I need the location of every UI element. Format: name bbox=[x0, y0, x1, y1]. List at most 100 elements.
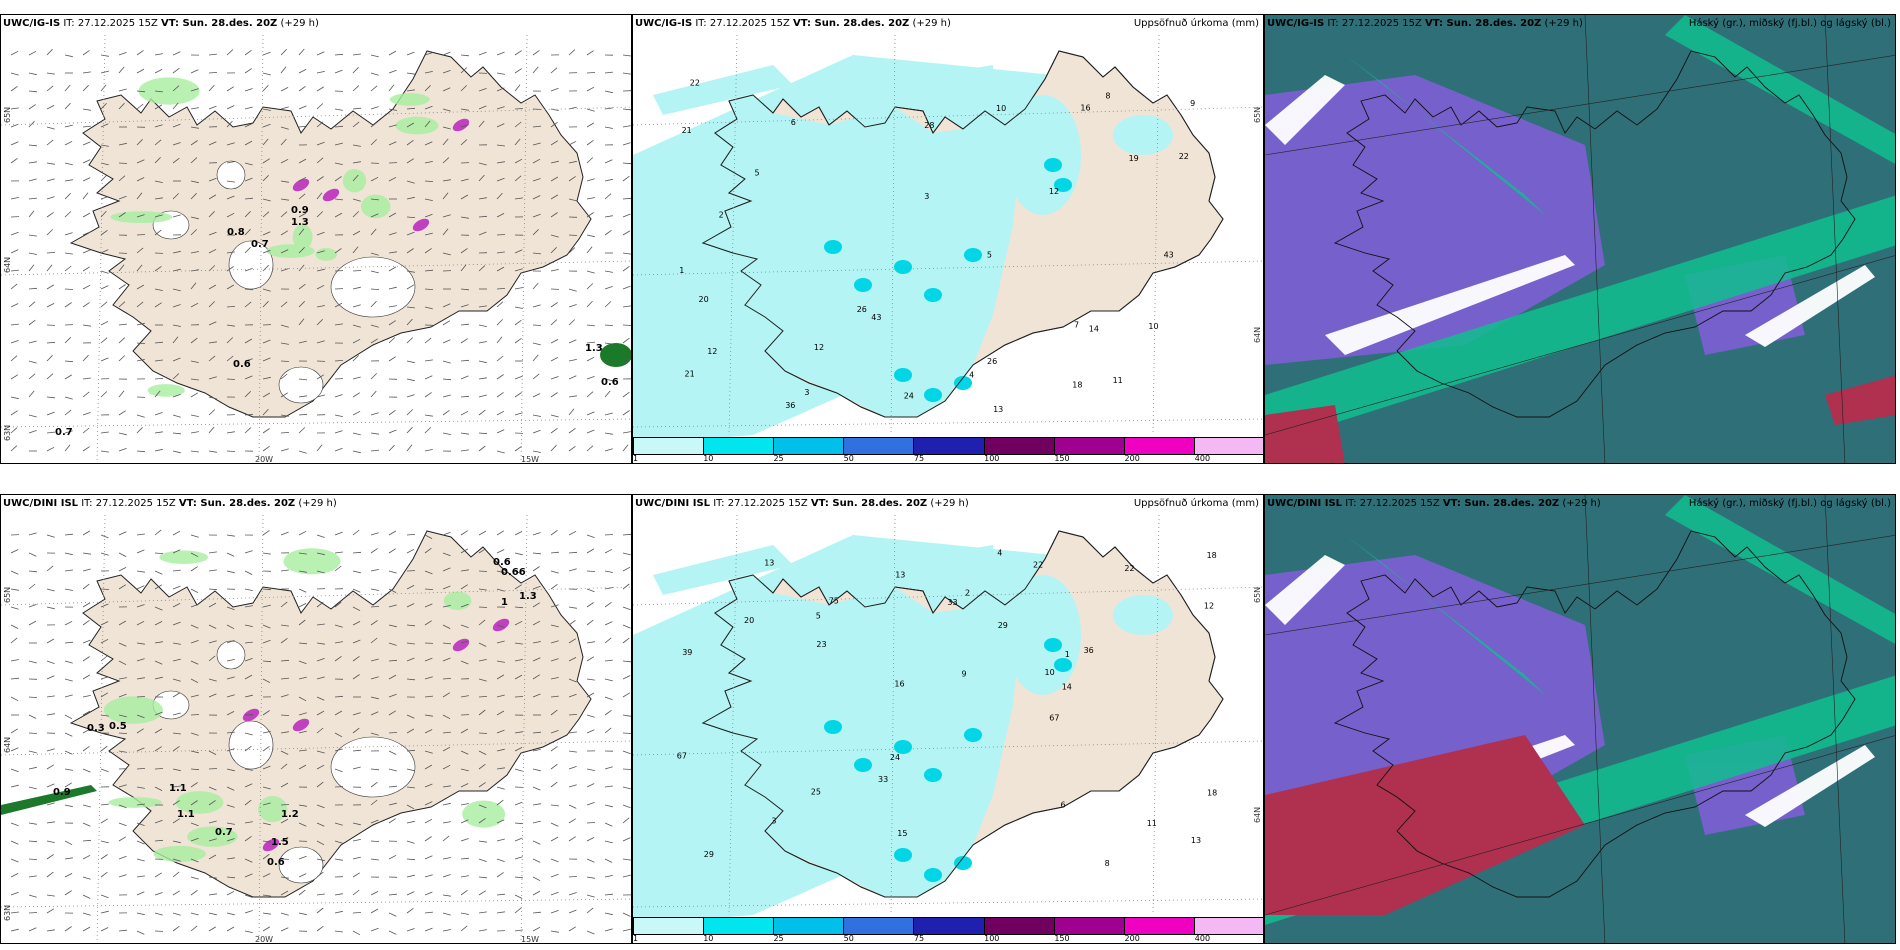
latitude-label: 65N bbox=[3, 586, 12, 603]
precip-amount: 10 bbox=[1148, 322, 1158, 331]
panel-dini-wind: UWC/DINI ISL IT: 27.12.2025 15Z VT: Sun.… bbox=[0, 494, 632, 944]
graticule bbox=[633, 34, 1263, 436]
precip-amount: 22 bbox=[1179, 152, 1189, 161]
precip-map: 2922142312132024131825161311756729332236… bbox=[633, 514, 1263, 925]
colorbar-tick: 25 bbox=[773, 454, 784, 463]
wind-barbs bbox=[10, 529, 631, 936]
panel-dini-cloud: UWC/DINI ISL IT: 27.12.2025 15Z VT: Sun.… bbox=[1264, 494, 1896, 944]
init-time: IT: 27.12.2025 15Z bbox=[1342, 498, 1443, 509]
valid-time: Sun. 28.des. 20Z bbox=[1446, 18, 1542, 29]
graticule bbox=[1, 514, 631, 943]
model-name: UWC/IG-IS bbox=[635, 18, 693, 29]
precip-amount: 24 bbox=[904, 392, 914, 401]
precip-value-label: 0.7 bbox=[55, 427, 73, 438]
precip-value-label: 1.3 bbox=[585, 343, 603, 354]
panel-header: UWC/IG-IS IT: 27.12.2025 15Z VT: Sun. 28… bbox=[3, 18, 319, 29]
panel-header: UWC/DINI ISL IT: 27.12.2025 15Z VT: Sun.… bbox=[635, 498, 969, 509]
product-title: Háský (gr.), miðský (fj.bl.) og lágský (… bbox=[1688, 18, 1891, 29]
colorbar-swatch bbox=[1194, 438, 1263, 454]
lead-time: (+29 h) bbox=[295, 498, 337, 509]
colorbar-tick: 150 bbox=[1054, 934, 1070, 943]
precip-amount: 29 bbox=[704, 850, 714, 859]
precip-amount: 6 bbox=[1061, 801, 1066, 810]
precip-value-label: 0.9 bbox=[291, 205, 309, 216]
colorbar-swatch bbox=[634, 918, 705, 934]
precip-value-label: 0.7 bbox=[251, 239, 269, 250]
precip-amount: 20 bbox=[699, 295, 709, 304]
precip-strong-cells bbox=[824, 158, 1072, 402]
precip-amount: 18 bbox=[1072, 381, 1082, 390]
graticule bbox=[1, 34, 631, 463]
valid-time: Sun. 28.des. 20Z bbox=[200, 498, 296, 509]
precip-colorbar bbox=[633, 437, 1263, 455]
cloud-map bbox=[1265, 15, 1895, 463]
colorbar-swatch bbox=[984, 918, 1055, 934]
colorbar-swatch bbox=[1054, 438, 1125, 454]
precip-amount: 14 bbox=[1089, 325, 1099, 334]
precip-amount: 4 bbox=[969, 371, 974, 380]
precip-amount: 5 bbox=[816, 612, 821, 621]
precip-amount: 10 bbox=[1045, 668, 1055, 677]
precip-amount: 2 bbox=[719, 210, 724, 219]
precip-amount: 43 bbox=[1164, 251, 1174, 260]
precip-amount: 8 bbox=[1105, 859, 1110, 868]
precip-value-label: 0.8 bbox=[227, 227, 245, 238]
convective-cells bbox=[292, 118, 470, 232]
colorbar-swatch bbox=[984, 438, 1055, 454]
precip-amount: 29 bbox=[998, 621, 1008, 630]
latitude-label: 64N bbox=[3, 256, 12, 273]
panel-igis-precip: UWC/IG-IS IT: 27.12.2025 15Z VT: Sun. 28… bbox=[632, 14, 1264, 464]
precip-amount: 7 bbox=[1074, 321, 1079, 330]
precip-strong-cells bbox=[824, 638, 1072, 882]
colorbar-tick: 200 bbox=[1124, 454, 1140, 463]
colorbar-swatch bbox=[704, 438, 775, 454]
precip-value-label: 0.3 bbox=[87, 723, 105, 734]
precip-amount: 67 bbox=[1049, 714, 1059, 723]
colorbar-tick: 200 bbox=[1124, 934, 1140, 943]
precip-amount: 25 bbox=[811, 788, 821, 797]
precip-amount: 22 bbox=[1033, 561, 1043, 570]
precip-amount: 36 bbox=[1084, 646, 1094, 655]
low-cloud-field bbox=[1265, 15, 1895, 445]
heavy-precip bbox=[600, 343, 631, 367]
precip-value-label: 0.6 bbox=[233, 359, 251, 370]
lead-time: (+29 h) bbox=[927, 498, 969, 509]
latitude-label: 63N bbox=[3, 424, 12, 441]
colorbar-swatch bbox=[1124, 438, 1195, 454]
colorbar-tick: 400 bbox=[1194, 934, 1211, 943]
precip-value-label: 0.5 bbox=[109, 721, 127, 732]
model-name: UWC/DINI ISL bbox=[3, 498, 79, 509]
precip-amount: 8 bbox=[1105, 91, 1110, 100]
precip-amount: 39 bbox=[682, 648, 692, 657]
panel-header: UWC/DINI ISL IT: 27.12.2025 15Z VT: Sun.… bbox=[3, 498, 337, 509]
iceland-coastline bbox=[1333, 50, 1856, 418]
precip-amount: 23 bbox=[816, 640, 826, 649]
precip-value-label: 0.7 bbox=[215, 827, 233, 838]
clear-sky bbox=[1265, 75, 1875, 355]
precip-amount: 28 bbox=[924, 121, 934, 130]
colorbar-tick: 25 bbox=[773, 934, 784, 943]
precip-amount: 13 bbox=[993, 405, 1003, 414]
precip-amount: 3 bbox=[771, 816, 776, 825]
precip-amount: 12 bbox=[707, 347, 717, 356]
valid-time: Sun. 28.des. 20Z bbox=[182, 18, 278, 29]
precip-amount: 22 bbox=[1124, 564, 1134, 573]
colorbar-swatch bbox=[914, 918, 985, 934]
wind-barbs bbox=[10, 48, 631, 454]
model-name: UWC/DINI ISL bbox=[635, 498, 711, 509]
model-name: UWC/IG-IS bbox=[1267, 18, 1325, 29]
precip-colorbar bbox=[633, 917, 1263, 935]
colorbar-tick: 100 bbox=[984, 454, 1000, 463]
valid-time-prefix: VT: bbox=[1442, 498, 1465, 509]
product-title: Uppsöfnuð úrkoma (mm) bbox=[1133, 498, 1259, 509]
precip-amount: 15 bbox=[897, 829, 907, 838]
panel-header: UWC/DINI ISL IT: 27.12.2025 15Z VT: Sun.… bbox=[1267, 498, 1601, 509]
colorbar-labels: 1 10 25 50 75 100 150 200 400 bbox=[633, 934, 1263, 943]
precip-amount: 3 bbox=[804, 388, 809, 397]
latitude-label: 64N bbox=[1253, 326, 1262, 343]
colorbar-swatch bbox=[774, 438, 845, 454]
colorbar-swatch bbox=[1054, 918, 1125, 934]
precip-amount: 11 bbox=[1147, 819, 1157, 828]
model-name: UWC/DINI ISL bbox=[1267, 498, 1343, 509]
